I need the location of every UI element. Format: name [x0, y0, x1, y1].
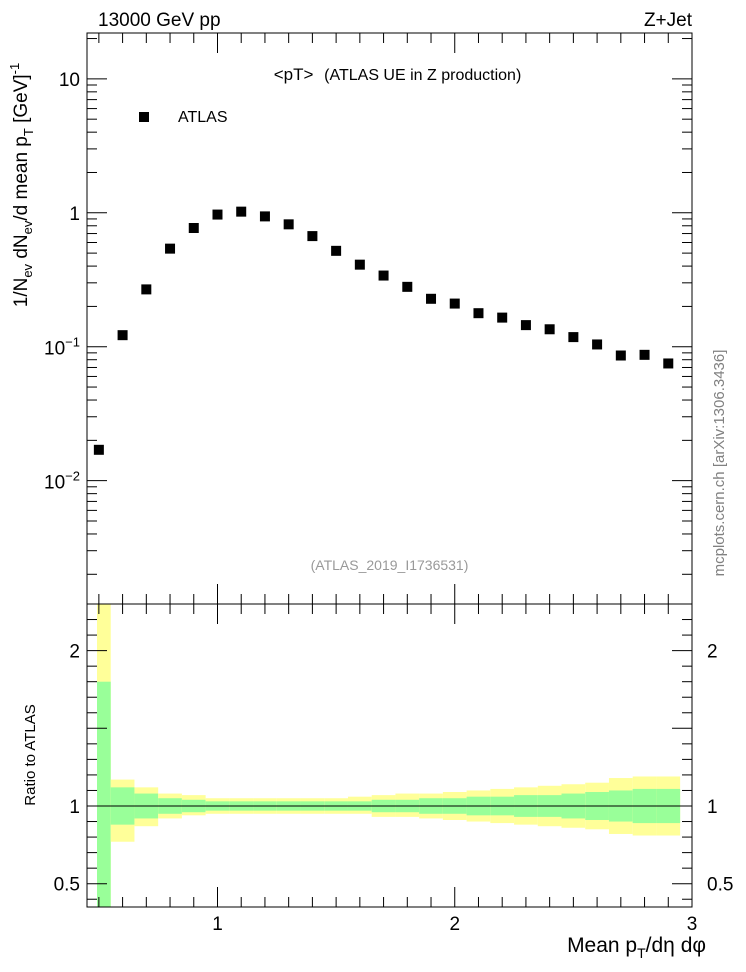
ratio-y-tick-label: 2 [69, 642, 80, 663]
ratio-axis-ticks [87, 604, 692, 907]
legend-marker-atlas [139, 112, 149, 122]
ylabel-sup: -1 [7, 63, 22, 75]
ylabel-unit: [GeV] [11, 74, 32, 128]
y-tick-label: 10−2 [44, 469, 80, 494]
xlabel-main: Mean p [567, 934, 637, 957]
data-point [426, 293, 437, 304]
ratio-plot-frame [86, 603, 693, 908]
ratio-y-tick-label-right: 2 [707, 642, 718, 663]
data-point [283, 219, 294, 230]
data-point [378, 270, 389, 281]
xlabel-rest: /dη dφ [646, 934, 706, 957]
y-tick-label: 10 [59, 70, 80, 91]
x-tick-label: 3 [687, 914, 698, 935]
atlas-data-points [93, 206, 674, 455]
plot-title: <pT> [274, 65, 314, 84]
ylabel-dn: dN [11, 234, 32, 264]
ratio-y-tick-label: 0.5 [54, 875, 80, 896]
data-point [473, 308, 484, 319]
ylabel-sub-ev-1: ev [20, 263, 35, 277]
data-point [520, 320, 531, 331]
data-point [307, 231, 318, 242]
energy-label: 13000 GeV pp [98, 10, 221, 31]
x-tick-label: 1 [212, 914, 223, 935]
data-point [544, 324, 555, 335]
data-point [212, 209, 223, 220]
data-point [141, 284, 152, 295]
process-label: Z+Jet [644, 10, 693, 31]
data-point [354, 259, 365, 270]
data-point [568, 332, 579, 343]
plot-subtitle: (ATLAS UE in Z production) [324, 67, 521, 84]
ratio-y-axis-label: Ratio to ATLAS [22, 704, 39, 805]
main-axis-ticks [87, 33, 692, 604]
data-point [165, 243, 176, 254]
main-y-axis-label: 1/Nev dNev/d mean pT [GeV]-1 [7, 63, 36, 308]
ratio-plot-panel: 2 2 1 1 0.5 0.5 1 2 3 Ratio to ATLAS Mean pT/dη … [22, 603, 734, 961]
y-tick-label-base: 10 [44, 339, 65, 360]
ratio-uncertainty-bands [97, 604, 681, 907]
y-tick-label: 10−1 [44, 335, 80, 360]
ylabel-main: 1/N [11, 278, 32, 308]
ylabel-sub-ev-2: ev [20, 220, 35, 234]
ratio-y-tick-label-right: 1 [707, 797, 718, 818]
data-point [449, 298, 460, 309]
data-point [663, 358, 674, 369]
analysis-tag: (ATLAS_2019_I1736531) [311, 557, 469, 573]
y-tick-label: 1 [69, 204, 80, 225]
xlabel-sub-t: T [637, 945, 646, 961]
x-tick-label: 2 [449, 914, 460, 935]
data-point [117, 330, 128, 341]
legend-label-atlas: ATLAS [178, 109, 228, 126]
y-tick-label-base: 10 [44, 473, 65, 494]
plot-title-line: <pT> (ATLAS UE in Z production) [274, 65, 522, 84]
data-point [188, 223, 199, 234]
data-point [615, 350, 626, 361]
y-tick-label-exponent: −1 [65, 335, 80, 350]
data-point [331, 245, 342, 256]
data-point [93, 444, 104, 455]
data-point [236, 206, 247, 217]
ratio-y-tick-label-right: 0.5 [707, 875, 733, 896]
data-point [259, 211, 270, 222]
x-axis-label: Mean pT/dη dφ [567, 934, 706, 961]
ylabel-sub-t: T [21, 128, 36, 136]
ratio-y-tick-label: 1 [69, 797, 80, 818]
data-point [592, 339, 603, 350]
data-point [402, 281, 413, 292]
ratio-tick-labels: 2 2 1 1 0.5 0.5 1 2 3 [54, 642, 734, 935]
inner-band-bin [97, 681, 111, 907]
ylabel-d-mean-pt: /d mean p [11, 136, 32, 221]
data-point [497, 312, 508, 323]
y-tick-label-exponent: −2 [65, 469, 80, 484]
side-label: mcplots.cern.ch [arXiv:1306.3436] [711, 350, 728, 577]
data-point [639, 349, 650, 360]
